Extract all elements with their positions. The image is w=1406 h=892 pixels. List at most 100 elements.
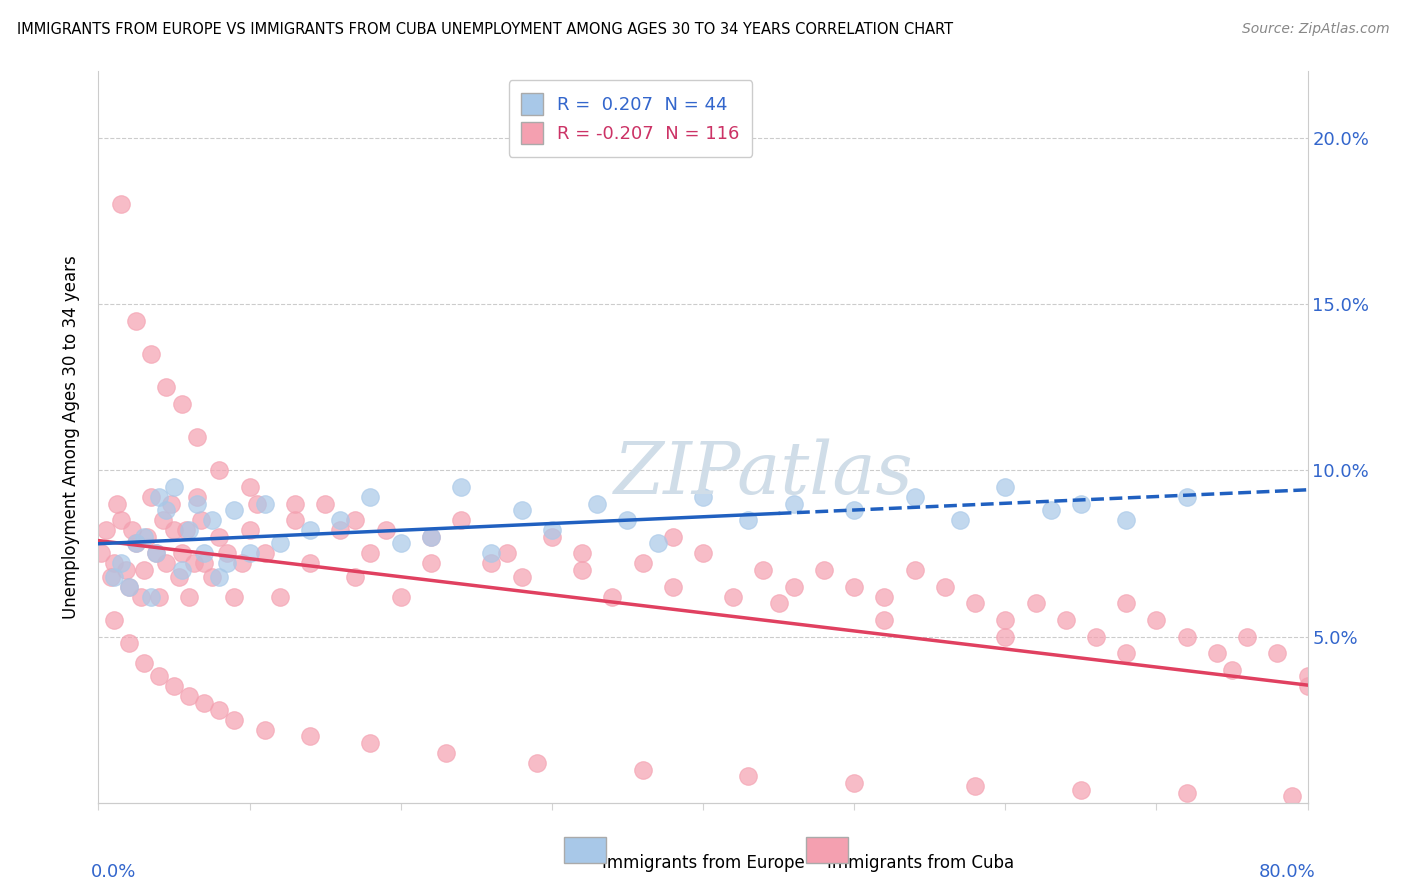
Point	[647, 536, 669, 550]
Point	[586, 497, 609, 511]
Point	[1175, 786, 1198, 800]
Point	[1070, 782, 1092, 797]
Point	[420, 557, 443, 571]
Point	[193, 557, 215, 571]
FancyBboxPatch shape	[806, 838, 848, 863]
Point	[904, 563, 927, 577]
Point	[94, 523, 117, 537]
Point	[526, 756, 548, 770]
Point	[183, 557, 205, 571]
Point	[163, 523, 186, 537]
Point	[631, 557, 654, 571]
Point	[224, 713, 246, 727]
Point	[148, 490, 170, 504]
Point	[141, 590, 163, 604]
Point	[1296, 680, 1319, 694]
Point	[118, 636, 141, 650]
Point	[239, 546, 262, 560]
Point	[510, 570, 533, 584]
Point	[723, 590, 745, 604]
Point	[170, 397, 193, 411]
Point	[813, 563, 835, 577]
Point	[193, 546, 215, 560]
Point	[160, 497, 183, 511]
Point	[844, 776, 866, 790]
Text: IMMIGRANTS FROM EUROPE VS IMMIGRANTS FROM CUBA UNEMPLOYMENT AMONG AGES 30 TO 34 : IMMIGRANTS FROM EUROPE VS IMMIGRANTS FRO…	[17, 22, 953, 37]
Point	[110, 197, 132, 211]
Point	[253, 723, 276, 737]
Point	[135, 530, 157, 544]
Point	[190, 513, 212, 527]
Point	[434, 746, 457, 760]
Point	[844, 503, 866, 517]
Point	[141, 347, 163, 361]
Point	[571, 546, 593, 560]
Point	[145, 546, 167, 560]
Text: 0.0%: 0.0%	[91, 863, 136, 880]
Point	[1175, 630, 1198, 644]
Point	[269, 590, 291, 604]
Point	[132, 656, 155, 670]
Point	[253, 497, 276, 511]
Point	[844, 580, 866, 594]
Point	[344, 513, 367, 527]
Point	[118, 580, 141, 594]
Point	[201, 570, 224, 584]
Point	[389, 590, 412, 604]
Point	[904, 490, 927, 504]
Point	[299, 557, 322, 571]
Text: Immigrants from Europe: Immigrants from Europe	[602, 854, 804, 872]
Point	[155, 503, 177, 517]
Point	[100, 570, 122, 584]
Point	[1206, 646, 1229, 660]
Point	[141, 490, 163, 504]
Point	[246, 497, 269, 511]
Point	[768, 596, 790, 610]
Point	[299, 729, 322, 743]
Point	[481, 546, 503, 560]
Point	[103, 613, 125, 627]
Point	[253, 546, 276, 560]
Point	[163, 480, 186, 494]
Point	[1175, 490, 1198, 504]
Point	[420, 530, 443, 544]
Point	[155, 380, 177, 394]
Point	[344, 570, 367, 584]
Point	[692, 546, 714, 560]
Point	[360, 546, 382, 560]
Point	[360, 736, 382, 750]
Point	[284, 513, 307, 527]
Point	[186, 490, 208, 504]
Point	[224, 590, 246, 604]
Point	[1296, 669, 1319, 683]
Point	[661, 530, 683, 544]
Point	[360, 490, 382, 504]
Point	[121, 523, 143, 537]
Point	[329, 513, 352, 527]
Point	[1054, 613, 1077, 627]
Point	[163, 680, 186, 694]
Point	[179, 690, 201, 704]
Point	[114, 563, 136, 577]
Point	[1039, 503, 1062, 517]
Point	[155, 557, 177, 571]
Point	[103, 570, 125, 584]
Legend: R =  0.207  N = 44, R = -0.207  N = 116: R = 0.207 N = 44, R = -0.207 N = 116	[509, 80, 752, 157]
Y-axis label: Unemployment Among Ages 30 to 34 years: Unemployment Among Ages 30 to 34 years	[62, 255, 80, 619]
Point	[540, 530, 562, 544]
Point	[934, 580, 956, 594]
Point	[186, 430, 208, 444]
Point	[737, 769, 759, 783]
Point	[201, 513, 224, 527]
Point	[631, 763, 654, 777]
Point	[994, 480, 1017, 494]
Point	[571, 563, 593, 577]
Point	[170, 563, 193, 577]
Point	[602, 590, 624, 604]
Point	[994, 630, 1017, 644]
Point	[329, 523, 352, 537]
Point	[90, 546, 112, 560]
Point	[752, 563, 775, 577]
Point	[148, 669, 170, 683]
Point	[284, 497, 307, 511]
